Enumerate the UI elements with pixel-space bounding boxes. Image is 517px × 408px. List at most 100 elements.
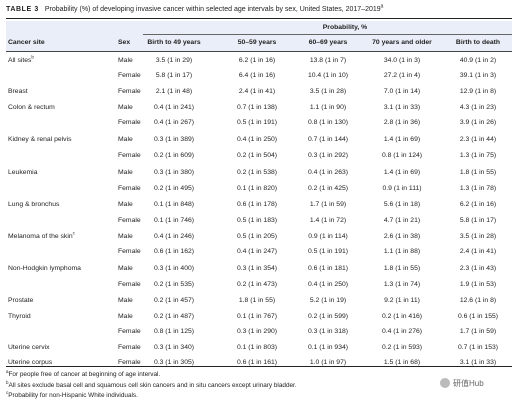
probability-cell: 1.9 (1 in 53) [459, 281, 497, 288]
cancer-site-text: Kidney & renal pelvis [8, 136, 72, 143]
probability-cell: 0.5 (1 in 205) [236, 233, 278, 240]
sex-cell: Female [118, 72, 141, 79]
probability-cell: 0.3 (1 in 290) [236, 328, 278, 335]
probability-cell: 0.4 (1 in 246) [153, 233, 195, 240]
cancer-site-cell: Breast [8, 87, 28, 96]
cancer-site-cell: Uterine corpus [8, 358, 52, 367]
footnotes: aFor people free of cancer at beginning … [6, 368, 506, 402]
probability-cell: 7.0 (1 in 14) [383, 88, 421, 95]
cancer-site-cell: All sitesb [8, 55, 34, 65]
probability-cell: 1.4 (1 in 72) [309, 217, 347, 224]
header-50-59: 50–59 years [237, 39, 277, 46]
cancer-site-text: Breast [8, 88, 28, 95]
sex-cell: Female [118, 152, 141, 159]
header-birth-to-death: Birth to death [455, 39, 501, 46]
probability-cell: 0.9 (1 in 114) [308, 233, 348, 240]
cancer-site-cell: Thyroid [8, 312, 31, 321]
probability-cell: 0.4 (1 in 250) [236, 136, 278, 143]
watermark: 研值Hub [440, 378, 484, 389]
sex-cell: Female [118, 185, 141, 192]
probability-cell: 0.6 (1 in 161) [236, 359, 278, 366]
probability-cell: 0.2 (1 in 535) [153, 281, 195, 288]
cancer-site-text: Uterine cervix [8, 344, 50, 351]
footnote-text: All sites exclude basal cell and squamou… [8, 381, 297, 389]
probability-cell: 0.4 (1 in 250) [307, 281, 349, 288]
cancer-site-text: Non-Hodgkin lymphoma [8, 265, 81, 272]
footnote: aFor people free of cancer at beginning … [6, 368, 506, 381]
bottom-rule [6, 366, 512, 367]
header-birth-to-49: Birth to 49 years [147, 39, 201, 46]
probability-cell: 0.6 (1 in 155) [457, 313, 499, 320]
probability-cell: 0.1 (1 in 848) [153, 201, 195, 208]
probability-cell: 0.4 (1 in 247) [236, 248, 278, 255]
cancer-site-text: Leukemia [8, 169, 38, 176]
probability-cell: 0.3 (1 in 389) [153, 136, 195, 143]
probability-cell: 3.1 (1 in 33) [459, 359, 497, 366]
probability-cell: 0.5 (1 in 191) [307, 248, 349, 255]
probability-cell: 0.6 (1 in 178) [236, 201, 278, 208]
sex-cell: Male [118, 297, 133, 304]
sex-cell: Female [118, 344, 141, 351]
probability-cell: 0.8 (1 in 125) [153, 328, 195, 335]
probability-cell: 0.8 (1 in 124) [381, 152, 423, 159]
cancer-site-text: Melanoma of the skin [8, 233, 73, 240]
probability-cell: 0.9 (1 in 111) [382, 185, 422, 192]
footnote-marker: a [6, 368, 9, 374]
probability-cell: 0.3 (1 in 380) [153, 169, 195, 176]
probability-cell: 1.7 (1 in 59) [459, 328, 497, 335]
wechat-icon [440, 378, 450, 388]
probability-cell: 0.1 (1 in 934) [307, 344, 349, 351]
probability-cell: 0.2 (1 in 416) [381, 313, 423, 320]
probability-cell: 1.8 (1 in 55) [238, 297, 276, 304]
sex-cell: Male [118, 265, 133, 272]
top-rule [6, 18, 512, 19]
sex-cell: Female [118, 119, 141, 126]
probability-cell: 1.1 (1 in 90) [309, 104, 347, 111]
probability-cell: 3.5 (1 in 28) [459, 233, 497, 240]
probability-cell: 39.1 (1 in 3) [459, 72, 497, 79]
probability-cell: 2.4 (1 in 41) [459, 248, 497, 255]
probability-cell: 0.2 (1 in 457) [153, 297, 195, 304]
header-60-69: 60–69 years [308, 39, 348, 46]
probability-cell: 27.2 (1 in 4) [383, 72, 421, 79]
cancer-site-cell: Colon & rectum [8, 103, 55, 112]
probability-cell: 0.8 (1 in 130) [307, 119, 349, 126]
probability-cell: 1.0 (1 in 97) [309, 359, 347, 366]
probability-cell: 0.6 (1 in 181) [307, 265, 349, 272]
cancer-site-text: Lung & bronchus [8, 201, 60, 208]
cancer-site-cell: Kidney & renal pelvis [8, 135, 71, 144]
probability-cell: 0.7 (1 in 153) [457, 344, 499, 351]
probability-cell: 0.2 (1 in 593) [381, 344, 423, 351]
sex-cell: Female [118, 328, 141, 335]
probability-cell: 4.7 (1 in 21) [383, 217, 421, 224]
footnote-marker: c [6, 389, 9, 395]
probability-cell: 2.1 (1 in 48) [155, 88, 193, 95]
probability-cell: 2.3 (1 in 43) [459, 265, 497, 272]
probability-cell: 6.2 (1 in 16) [459, 201, 497, 208]
probability-cell: 0.7 (1 in 144) [307, 136, 349, 143]
site-footnote-marker: c [72, 230, 75, 236]
footnote: bAll sites exclude basal cell and squamo… [6, 380, 506, 392]
probability-cell: 2.4 (1 in 41) [238, 88, 276, 95]
probability-cell: 0.5 (1 in 191) [236, 119, 278, 126]
cancer-site-text: Prostate [8, 297, 34, 304]
table-title: Probability (%) of developing invasive c… [44, 6, 381, 13]
sex-cell: Female [118, 359, 141, 366]
probability-cell: 2.6 (1 in 38) [383, 233, 421, 240]
footnote: cProbability for non-Hispanic White indi… [6, 389, 506, 402]
probability-cell: 1.4 (1 in 69) [383, 136, 421, 143]
sex-cell: Male [118, 104, 133, 111]
probability-cell: 12.6 (1 in 8) [459, 297, 497, 304]
probability-cell: 1.1 (1 in 88) [383, 248, 421, 255]
probability-cell: 1.4 (1 in 69) [383, 169, 421, 176]
probability-cell: 6.2 (1 in 16) [238, 57, 276, 64]
sex-cell: Male [118, 169, 133, 176]
cancer-site-cell: Uterine cervix [8, 343, 50, 352]
probability-cell: 6.4 (1 in 16) [238, 72, 276, 79]
probability-cell: 5.8 (1 in 17) [155, 72, 193, 79]
probability-cell: 0.3 (1 in 340) [153, 344, 195, 351]
probability-cell: 1.3 (1 in 74) [383, 281, 421, 288]
sex-cell: Female [118, 248, 141, 255]
probability-cell: 0.4 (1 in 241) [153, 104, 195, 111]
header-cancer-site: Cancer site [8, 39, 45, 46]
